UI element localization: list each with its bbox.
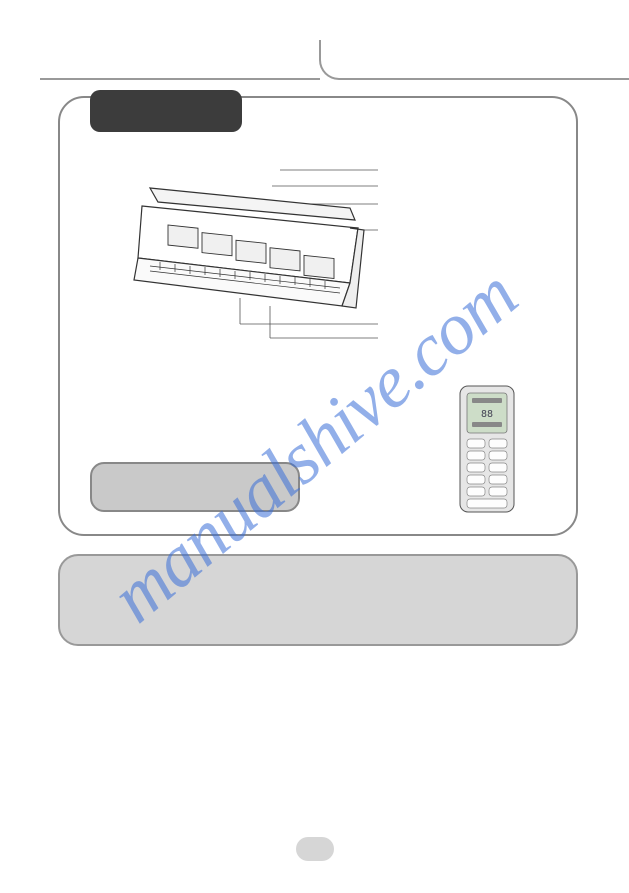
main-panel: 88 (58, 96, 578, 536)
ac-unit-diagram (120, 158, 420, 358)
header-divider-left (40, 78, 320, 80)
svg-text:88: 88 (481, 409, 493, 420)
remote-controller-illustration: 88 (458, 384, 516, 514)
callout-panel (90, 462, 300, 512)
header-accent-curve (319, 40, 629, 80)
section-title-tab (90, 90, 242, 132)
page-number-badge (296, 837, 334, 861)
notice-panel (58, 554, 578, 646)
